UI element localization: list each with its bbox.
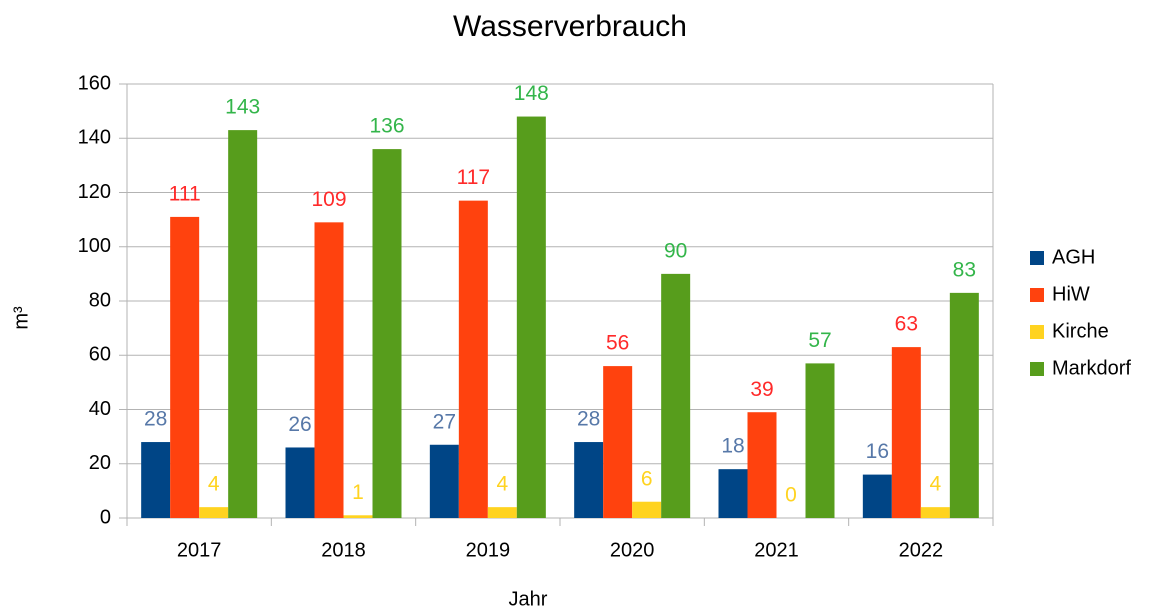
x-tick-label: 2017	[177, 539, 222, 561]
data-label: 4	[929, 473, 941, 496]
bar	[862, 474, 892, 518]
legend-swatch	[1030, 325, 1044, 339]
legend-swatch	[1030, 362, 1044, 376]
data-label: 16	[866, 440, 889, 463]
legend-label: AGH	[1052, 246, 1095, 268]
x-tick-label: 2019	[466, 539, 511, 561]
legend-label: Markdorf	[1052, 357, 1131, 379]
x-axis-label: Jahr	[509, 588, 548, 610]
bar	[285, 447, 315, 518]
y-tick-label: 20	[89, 452, 111, 474]
bar	[661, 273, 691, 518]
data-label: 18	[721, 435, 744, 458]
y-tick-label: 60	[89, 344, 111, 366]
y-tick-label: 160	[78, 72, 111, 94]
data-label: 109	[311, 188, 346, 211]
bar	[372, 149, 402, 518]
y-tick-label: 0	[100, 506, 111, 528]
data-label: 90	[664, 239, 687, 262]
bar	[199, 507, 229, 518]
bar	[603, 366, 633, 518]
bar	[516, 116, 546, 519]
bar	[487, 507, 517, 518]
data-label: 148	[514, 82, 549, 105]
bar	[920, 507, 950, 518]
x-tick-label: 2020	[610, 539, 655, 561]
y-tick-label: 80	[89, 289, 111, 311]
x-tick-label: 2022	[899, 539, 944, 561]
data-label: 4	[496, 473, 508, 496]
data-label: 111	[169, 182, 201, 205]
x-tick-label: 2021	[754, 539, 799, 561]
data-label: 28	[144, 408, 167, 431]
bar	[574, 442, 604, 518]
bar	[170, 216, 200, 518]
legend-swatch	[1030, 288, 1044, 302]
data-label: 136	[369, 115, 404, 138]
data-label: 0	[785, 484, 797, 507]
data-label: 117	[457, 166, 490, 189]
data-label: 57	[808, 329, 831, 352]
y-tick-label: 40	[89, 398, 111, 420]
data-label: 1	[352, 481, 364, 504]
y-tick-label: 120	[78, 181, 111, 203]
bar	[891, 347, 921, 518]
y-tick-label: 100	[78, 235, 111, 257]
bar	[429, 444, 459, 518]
bar	[747, 412, 777, 518]
legend-swatch	[1030, 251, 1044, 265]
data-label: 28	[577, 408, 600, 431]
legend-label: HiW	[1052, 283, 1090, 305]
y-tick-label: 140	[78, 127, 111, 149]
data-label: 27	[433, 410, 456, 433]
data-label: 83	[953, 258, 976, 281]
data-label: 39	[750, 378, 773, 401]
bar	[141, 442, 171, 518]
legend-label: Kirche	[1052, 320, 1109, 342]
data-label: 143	[225, 96, 260, 119]
data-label: 56	[606, 332, 629, 355]
chart-title: Wasserverbrauch	[453, 10, 687, 43]
data-label: 6	[641, 467, 653, 490]
bar	[458, 200, 488, 518]
bar	[314, 222, 344, 518]
bar	[718, 469, 748, 518]
bar	[228, 130, 258, 519]
bar	[805, 363, 835, 518]
bar	[949, 292, 979, 518]
data-label: 26	[288, 413, 311, 436]
bar	[343, 515, 373, 518]
bar	[632, 501, 662, 518]
x-tick-label: 2018	[321, 539, 366, 561]
data-label: 63	[895, 313, 918, 336]
y-axis-label: m³	[10, 306, 32, 330]
data-label: 4	[208, 473, 220, 496]
